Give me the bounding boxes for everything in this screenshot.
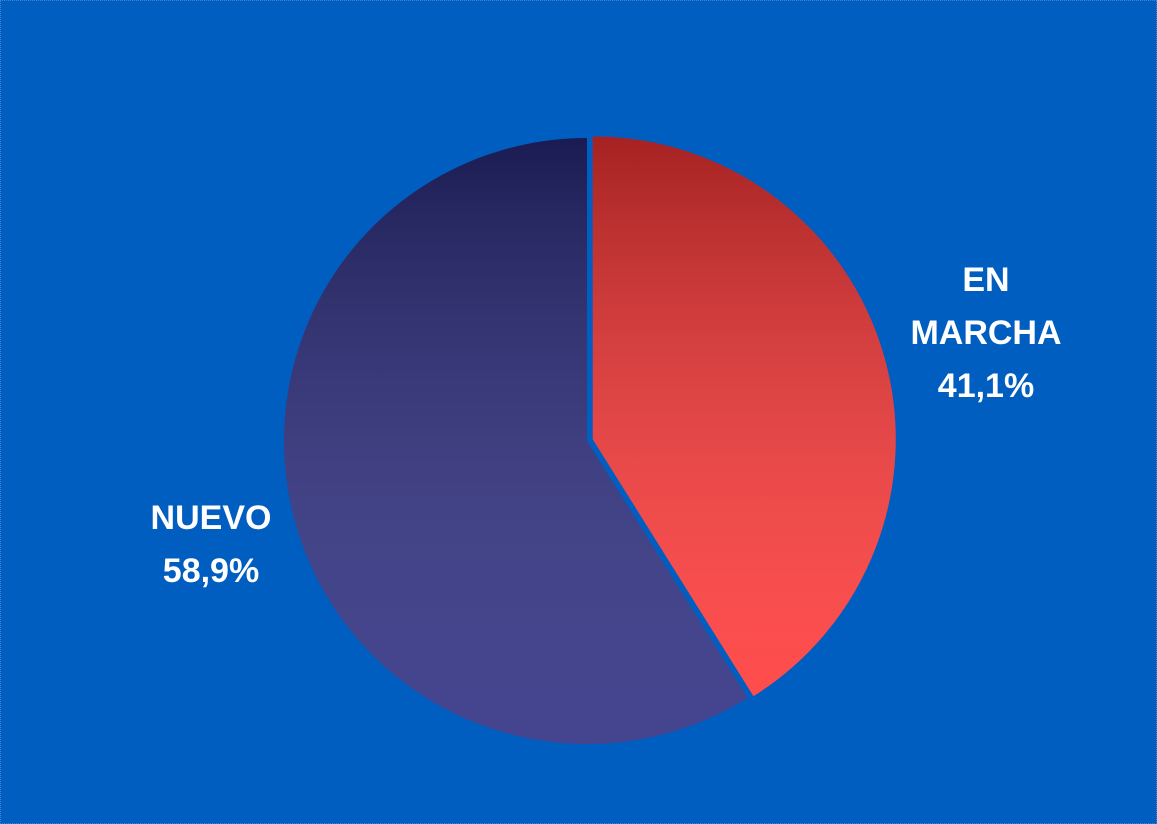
- category-label: EN MARCHA: [910, 261, 1062, 352]
- slice-shade: [592, 136, 896, 697]
- slice-shade: [284, 138, 748, 745]
- category-label: NUEVO: [150, 499, 272, 537]
- value-label: 41,1%: [937, 367, 1035, 405]
- slice-label: EN MARCHA 41,1%: [876, 254, 1096, 413]
- value-label: 58,9%: [162, 552, 260, 590]
- slice-label: NUEVO 58,9%: [101, 492, 321, 598]
